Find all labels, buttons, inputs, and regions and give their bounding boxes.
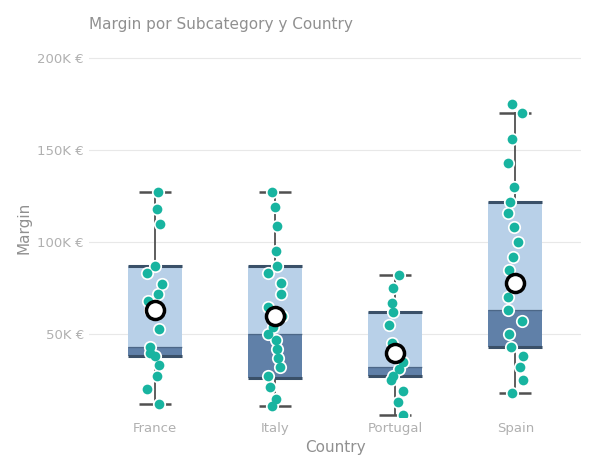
Bar [488,202,542,310]
Bar [488,310,542,347]
Bar [368,312,422,367]
Bar [248,266,302,334]
Bar [368,367,422,377]
Bar [128,266,182,347]
Y-axis label: Margin: Margin [17,202,32,254]
Bar [248,334,302,378]
X-axis label: Country: Country [305,440,365,455]
Text: Margin por Subcategory y Country: Margin por Subcategory y Country [89,17,353,32]
Bar [128,347,182,356]
